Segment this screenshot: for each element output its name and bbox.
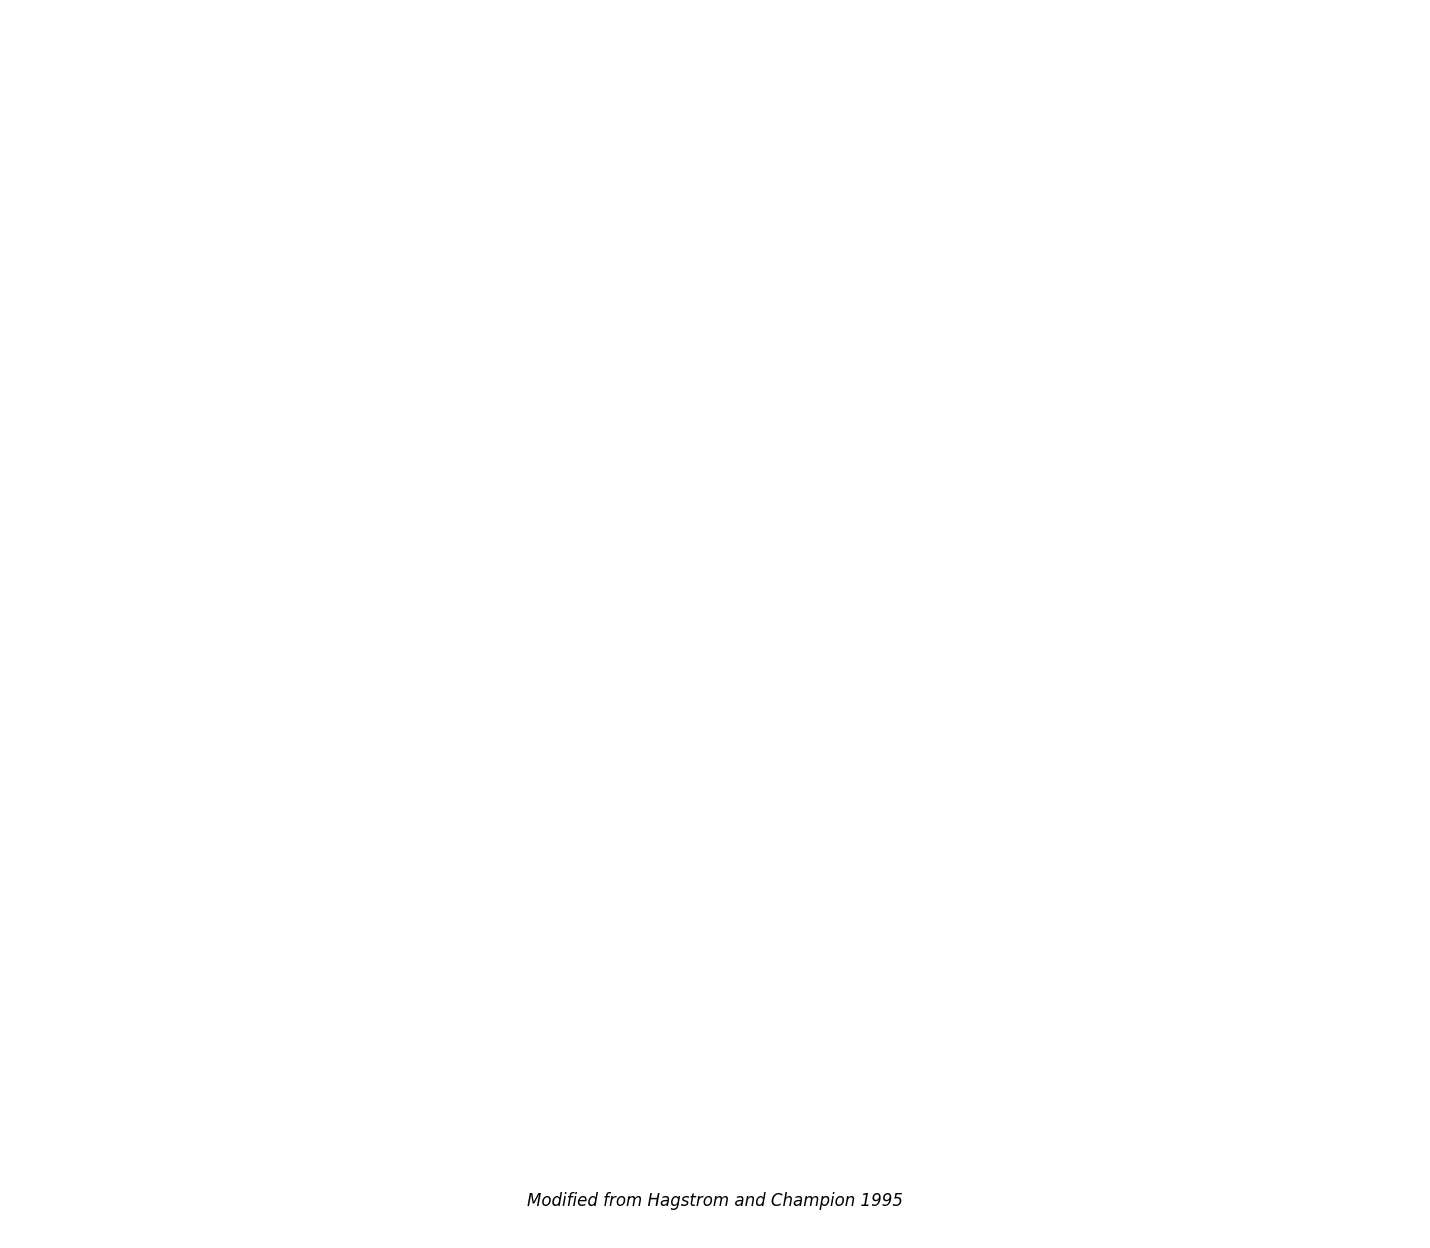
Text: Modified from Hagstrom and Champion 1995: Modified from Hagstrom and Champion 1995: [528, 1192, 902, 1209]
